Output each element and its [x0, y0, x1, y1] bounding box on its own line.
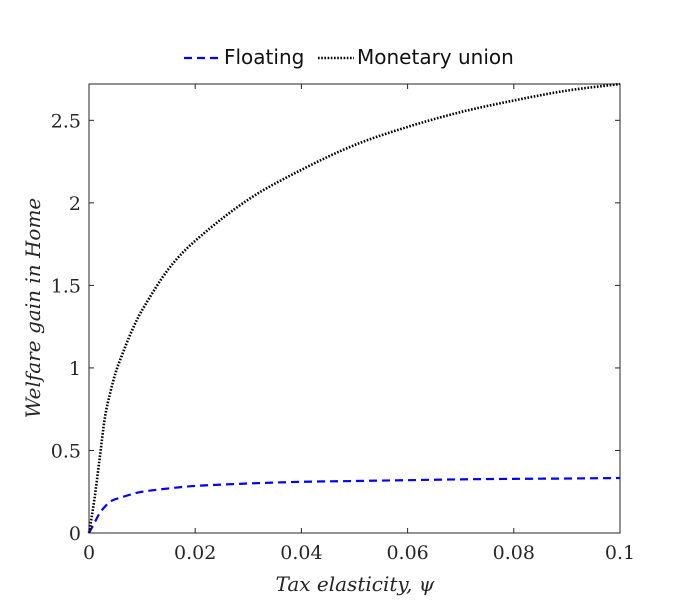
- x-axis: 0 0.02 0.04 0.06 0.08 0.1: [83, 84, 635, 564]
- y-tick-label: 2.5: [51, 110, 81, 132]
- x-tick-label: 0: [83, 542, 95, 564]
- y-tick-label: 1.5: [51, 275, 81, 297]
- y-tick-label: 0: [69, 523, 81, 545]
- legend-label-floating: Floating: [224, 45, 304, 69]
- legend-label-monetary-union: Monetary union: [357, 45, 514, 69]
- y-tick-label: 0.5: [51, 440, 81, 462]
- series-layer: [87, 82, 621, 534]
- x-tick-label: 0.08: [493, 542, 535, 564]
- y-axis-title: Welfare gain in Home: [21, 198, 45, 419]
- series-line-floating: [88, 476, 621, 534]
- series-line-monetary-union: [87, 82, 621, 534]
- x-tick-label: 0.1: [605, 542, 635, 564]
- x-tick-label: 0.02: [174, 542, 216, 564]
- legend: Floating Monetary union: [184, 45, 514, 69]
- y-axis: 0 0.5 1 1.5 2 2.5: [51, 110, 620, 545]
- y-tick-label: 2: [69, 193, 81, 215]
- y-tick-label: 1: [69, 358, 81, 380]
- x-tick-label: 0.04: [280, 542, 322, 564]
- plot-frame: [88, 83, 621, 534]
- x-tick-label: 0.06: [386, 542, 428, 564]
- x-axis-title: Tax elasticity, ψ: [276, 572, 435, 596]
